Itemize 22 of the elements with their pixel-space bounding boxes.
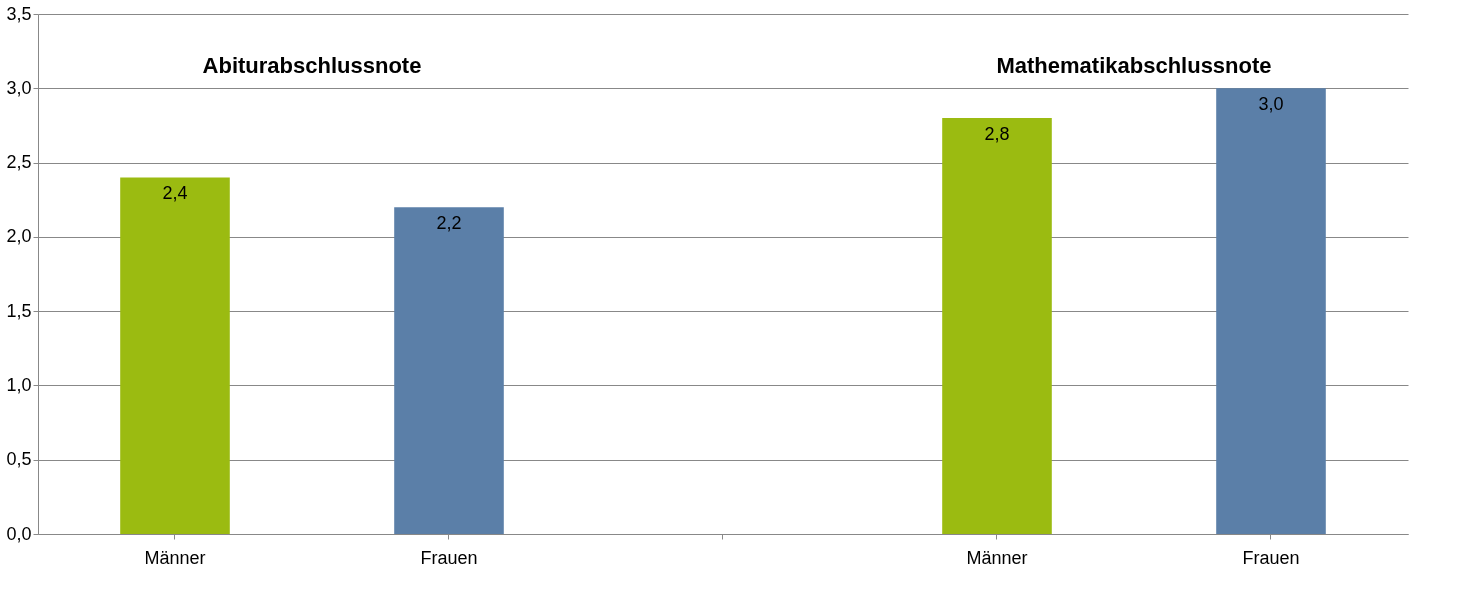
y-tick-label: 1,5 xyxy=(6,300,32,321)
bar xyxy=(120,177,230,534)
annotation: Abiturabschlussnote xyxy=(202,53,422,78)
x-tick-label: Frauen xyxy=(1242,547,1300,568)
x-tick-label: Frauen xyxy=(420,547,478,568)
y-tick-label: 2,5 xyxy=(6,152,32,173)
annotation: Mathematikabschlussnote xyxy=(996,53,1272,78)
y-tick-label: 2,0 xyxy=(6,226,32,247)
data-label: 2,2 xyxy=(436,213,462,234)
x-tick-label: Männer xyxy=(966,547,1028,568)
data-label: 3,0 xyxy=(1258,94,1284,115)
data-label: 2,8 xyxy=(984,124,1010,144)
y-tick-label: 3,5 xyxy=(6,3,32,24)
x-tick-label: Männer xyxy=(144,547,206,568)
bar xyxy=(394,207,504,534)
y-tick-label: 3,0 xyxy=(6,77,32,98)
y-tick-label: 0,5 xyxy=(6,449,32,470)
bar xyxy=(1216,88,1326,534)
y-tick-label: 1,0 xyxy=(6,374,32,395)
data-label: 2,4 xyxy=(162,183,188,204)
bar xyxy=(942,118,1052,534)
y-tick-label: 0,0 xyxy=(6,523,32,544)
